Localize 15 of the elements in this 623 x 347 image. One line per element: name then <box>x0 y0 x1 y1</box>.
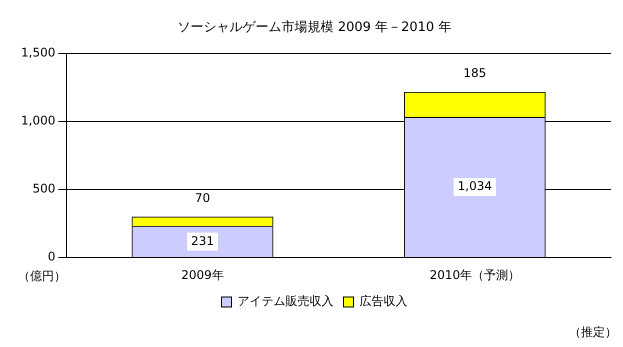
y-tick-label: 500 <box>32 182 56 196</box>
y-axis-title: （億円） <box>18 268 66 285</box>
x-tick-label: 2010年（予測） <box>430 268 520 282</box>
data-label: 185 <box>463 66 486 80</box>
y-tick-label: 1,500 <box>20 46 56 60</box>
y-tick-label: 0 <box>48 250 56 264</box>
legend-label: アイテム販売収入 <box>238 294 334 308</box>
legend-label: 広告収入 <box>360 294 408 308</box>
y-tick-label: 1,000 <box>20 114 56 128</box>
text: （推定） <box>569 324 617 341</box>
data-label: 1,034 <box>458 179 492 194</box>
x-tick-label: 2009年 <box>181 268 224 282</box>
data-label: 70 <box>194 190 210 205</box>
data-label: 231 <box>191 234 214 248</box>
chart-title: ソーシャルゲーム市場規模 2009 年－2010 年 <box>178 20 452 36</box>
